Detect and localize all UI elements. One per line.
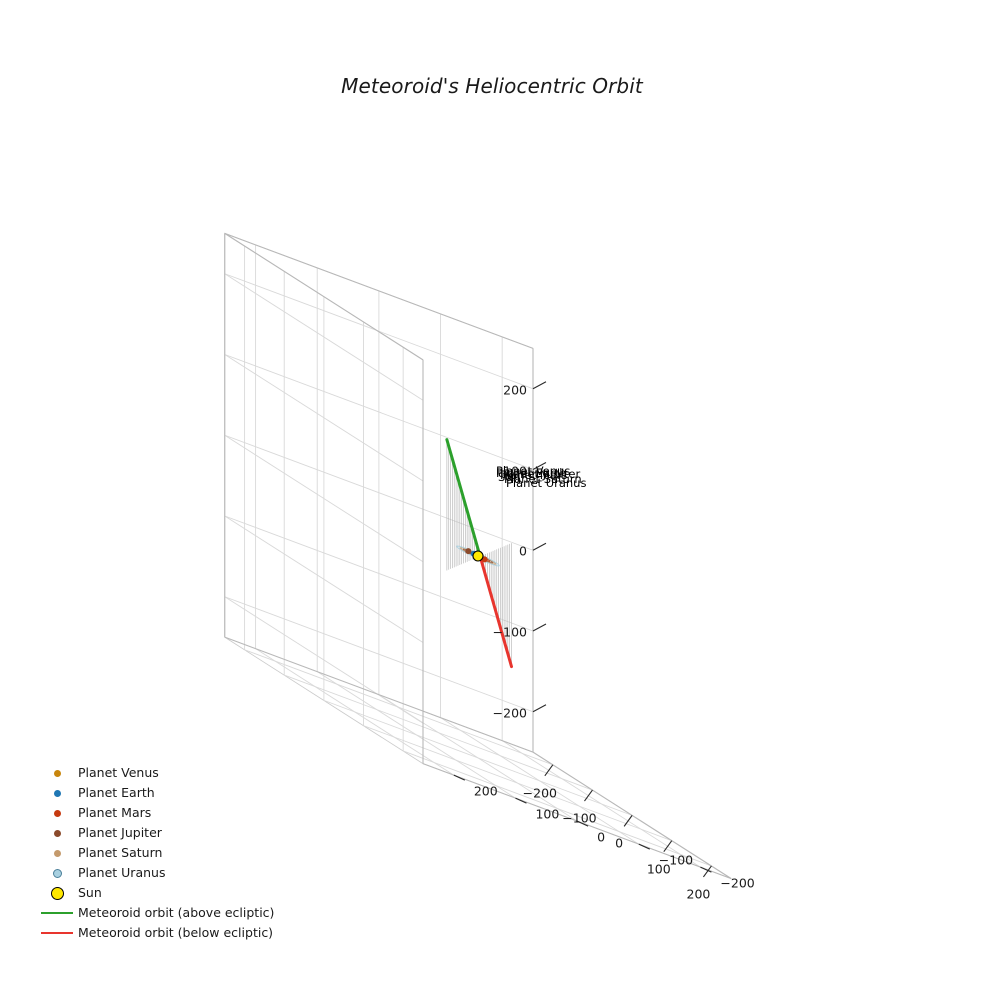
body-label: Planet Uranus xyxy=(506,476,587,490)
tick-mark-x xyxy=(663,840,673,852)
tick-label-y: −100 xyxy=(658,852,694,868)
legend-dot xyxy=(53,809,61,817)
legend-marker-icon xyxy=(36,883,78,903)
spine-floor-back xyxy=(224,636,534,753)
legend-dot xyxy=(52,868,62,878)
tick-label-x: 200 xyxy=(686,886,711,902)
legend-line xyxy=(41,932,73,934)
legend-marker-icon xyxy=(36,823,78,843)
legend-item-label: Planet Jupiter xyxy=(78,825,162,840)
legend-marker-icon xyxy=(36,783,78,803)
legend-item-label: Sun xyxy=(78,885,102,900)
legend-line-icon xyxy=(36,903,78,923)
trajectory-below-ecliptic xyxy=(478,554,514,669)
tick-label-z: 0 xyxy=(519,543,527,559)
legend-item[interactable]: Sun xyxy=(36,883,336,903)
legend-line xyxy=(41,912,73,914)
legend: Planet Venus Planet Earth Planet Mars Plane… xyxy=(36,763,336,943)
tick-label-x: −200 xyxy=(522,785,557,801)
axis-ticks xyxy=(453,381,712,878)
legend-marker-icon xyxy=(36,863,78,883)
tick-mark-z xyxy=(532,381,547,390)
tick-label-z: 200 xyxy=(503,382,527,398)
tick-label-x: −100 xyxy=(562,810,597,826)
grid-line-backwall-z xyxy=(224,273,424,401)
grid-line-floor-y xyxy=(255,648,455,776)
legend-item[interactable]: Planet Earth xyxy=(36,783,336,803)
legend-item[interactable]: Meteoroid orbit (below ecliptic) xyxy=(36,923,336,943)
body-marker-planet-jupiter xyxy=(465,548,472,555)
legend-item-label: Planet Earth xyxy=(78,785,155,800)
legend-item[interactable]: Planet Venus xyxy=(36,763,336,783)
legend-item[interactable]: Planet Saturn xyxy=(36,843,336,863)
grid-line-backwall-z xyxy=(224,354,424,482)
tick-label-z: −200 xyxy=(492,705,527,721)
body-label: Sun xyxy=(498,470,520,484)
tick-mark-y xyxy=(576,820,589,827)
grid-line-backwall-z xyxy=(224,596,424,724)
grid-line-leftwall-z xyxy=(224,434,534,551)
body-label: Planet Earth xyxy=(496,466,567,480)
legend-item-label: Meteoroid orbit (above ecliptic) xyxy=(78,905,275,920)
legend-item[interactable]: Planet Jupiter xyxy=(36,823,336,843)
grid-line-backwall-z xyxy=(224,515,424,643)
tick-label-z: 100 xyxy=(503,463,527,478)
legend-marker-icon xyxy=(36,803,78,823)
grid-line-leftwall-z xyxy=(224,596,534,713)
tick-mark-z xyxy=(532,623,547,632)
tick-mark-y xyxy=(700,866,712,873)
tick-label-y: 200 xyxy=(473,783,498,799)
solar-system-bodies xyxy=(465,548,488,563)
tick-mark-z xyxy=(532,462,547,470)
legend-marker-icon xyxy=(36,763,78,783)
legend-dot xyxy=(53,789,61,797)
trajectory-above-ecliptic xyxy=(445,438,482,558)
tick-label-y: −200 xyxy=(720,875,755,891)
meteoroid-trajectory xyxy=(445,438,514,669)
legend-item-label: Planet Mars xyxy=(78,805,152,820)
grid-line-floor-y xyxy=(440,717,640,845)
legend-dot xyxy=(53,769,61,777)
spine-top-back xyxy=(224,232,424,361)
body-label: Planet Saturn xyxy=(504,472,582,486)
legend-item[interactable]: Meteoroid orbit (above ecliptic) xyxy=(36,903,336,923)
tick-mark-z xyxy=(532,704,547,713)
grid-line-floor-y xyxy=(316,671,516,799)
tick-mark-y xyxy=(453,774,466,781)
legend-dot xyxy=(50,886,64,900)
tick-label-x: 0 xyxy=(615,835,624,851)
legend-dot xyxy=(53,849,61,857)
legend-item[interactable]: Planet Uranus xyxy=(36,863,336,883)
legend-dot xyxy=(53,829,61,837)
body-label: Planet Mars xyxy=(500,468,568,482)
legend-item-label: Meteoroid orbit (below ecliptic) xyxy=(78,925,274,940)
tick-label-z: −100 xyxy=(492,624,527,640)
legend-item-label: Planet Venus xyxy=(78,765,159,780)
tick-label-y: 0 xyxy=(597,829,606,845)
page-title: Meteoroid's Heliocentric Orbit xyxy=(341,74,643,98)
tick-mark-x xyxy=(584,789,593,802)
tick-mark-y xyxy=(515,797,527,804)
legend-item-label: Planet Uranus xyxy=(78,865,166,880)
body-label: Planet Venus xyxy=(496,464,571,478)
legend-item[interactable]: Planet Mars xyxy=(36,803,336,823)
tick-label-x: 100 xyxy=(646,861,671,877)
grid-line-leftwall-z xyxy=(224,515,534,632)
tick-mark-y xyxy=(638,843,651,850)
grid-line-leftwall-z xyxy=(224,354,534,470)
body-marker-sun xyxy=(472,550,484,562)
grid-line-backwall-z xyxy=(224,434,424,563)
legend-item-label: Planet Saturn xyxy=(78,845,163,860)
tick-label-y: 100 xyxy=(535,806,560,822)
tick-mark-z xyxy=(532,542,547,551)
tick-mark-x xyxy=(702,865,712,878)
legend-line-icon xyxy=(36,923,78,943)
tick-mark-x xyxy=(544,764,554,777)
spine-top-left xyxy=(224,232,534,349)
tick-mark-x xyxy=(623,815,633,827)
body-label: Planet Jupiter xyxy=(503,467,581,481)
legend-marker-icon xyxy=(36,843,78,863)
